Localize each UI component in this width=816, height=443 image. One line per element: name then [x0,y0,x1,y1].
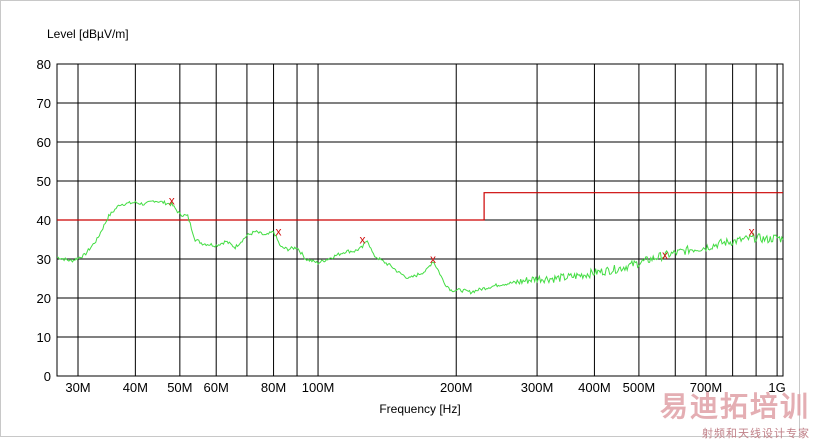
y-tick-label: 20 [37,291,51,306]
y-tick-label: 80 [37,57,51,72]
x-tick-label: 40M [123,380,148,395]
y-tick-label: 30 [37,252,51,267]
x-tick-label: 500M [623,380,656,395]
x-tick-label: 400M [578,380,611,395]
x-tick-label: 1G [768,380,785,395]
y-tick-label: 10 [37,330,51,345]
x-tick-label: 200M [440,380,473,395]
y-axis-label: Level [dBµV/m] [47,27,129,41]
y-tick-label: 50 [37,174,51,189]
y-tick-label: 70 [37,96,51,111]
peak-marker: x [169,194,175,208]
peak-marker: x [360,233,366,247]
y-tick-label: 0 [44,369,51,384]
peak-marker: x [662,248,668,262]
x-tick-label: 80M [261,380,286,395]
x-tick-label: 300M [521,380,554,395]
x-tick-label: 60M [204,380,229,395]
limit-line [57,192,783,221]
peak-marker: x [430,252,436,266]
x-tick-label: 700M [690,380,723,395]
x-tick-label: 50M [167,380,192,395]
x-tick-label: 100M [302,380,335,395]
peak-marker: x [275,225,281,239]
x-tick-label: 30M [65,380,90,395]
peak-marker: x [749,225,755,239]
y-tick-label: 40 [37,213,51,228]
y-tick-label: 60 [37,135,51,150]
measurement-trace [56,199,784,295]
chart-frame [0,0,800,437]
x-axis-label: Frequency [Hz] [379,402,461,416]
